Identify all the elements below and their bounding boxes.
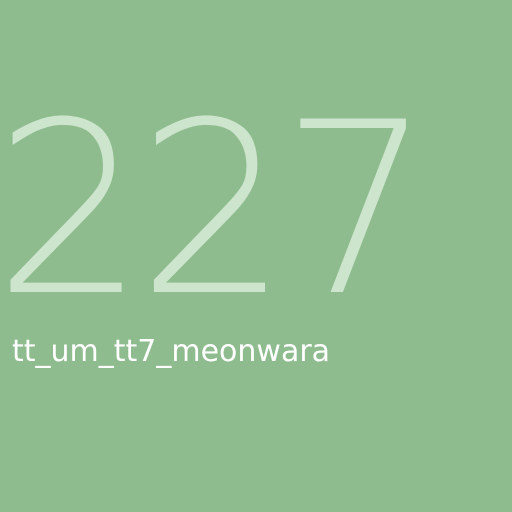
tile-number: 227 <box>0 72 432 349</box>
tile-caption: tt_um_tt7_meonwara <box>12 334 331 369</box>
